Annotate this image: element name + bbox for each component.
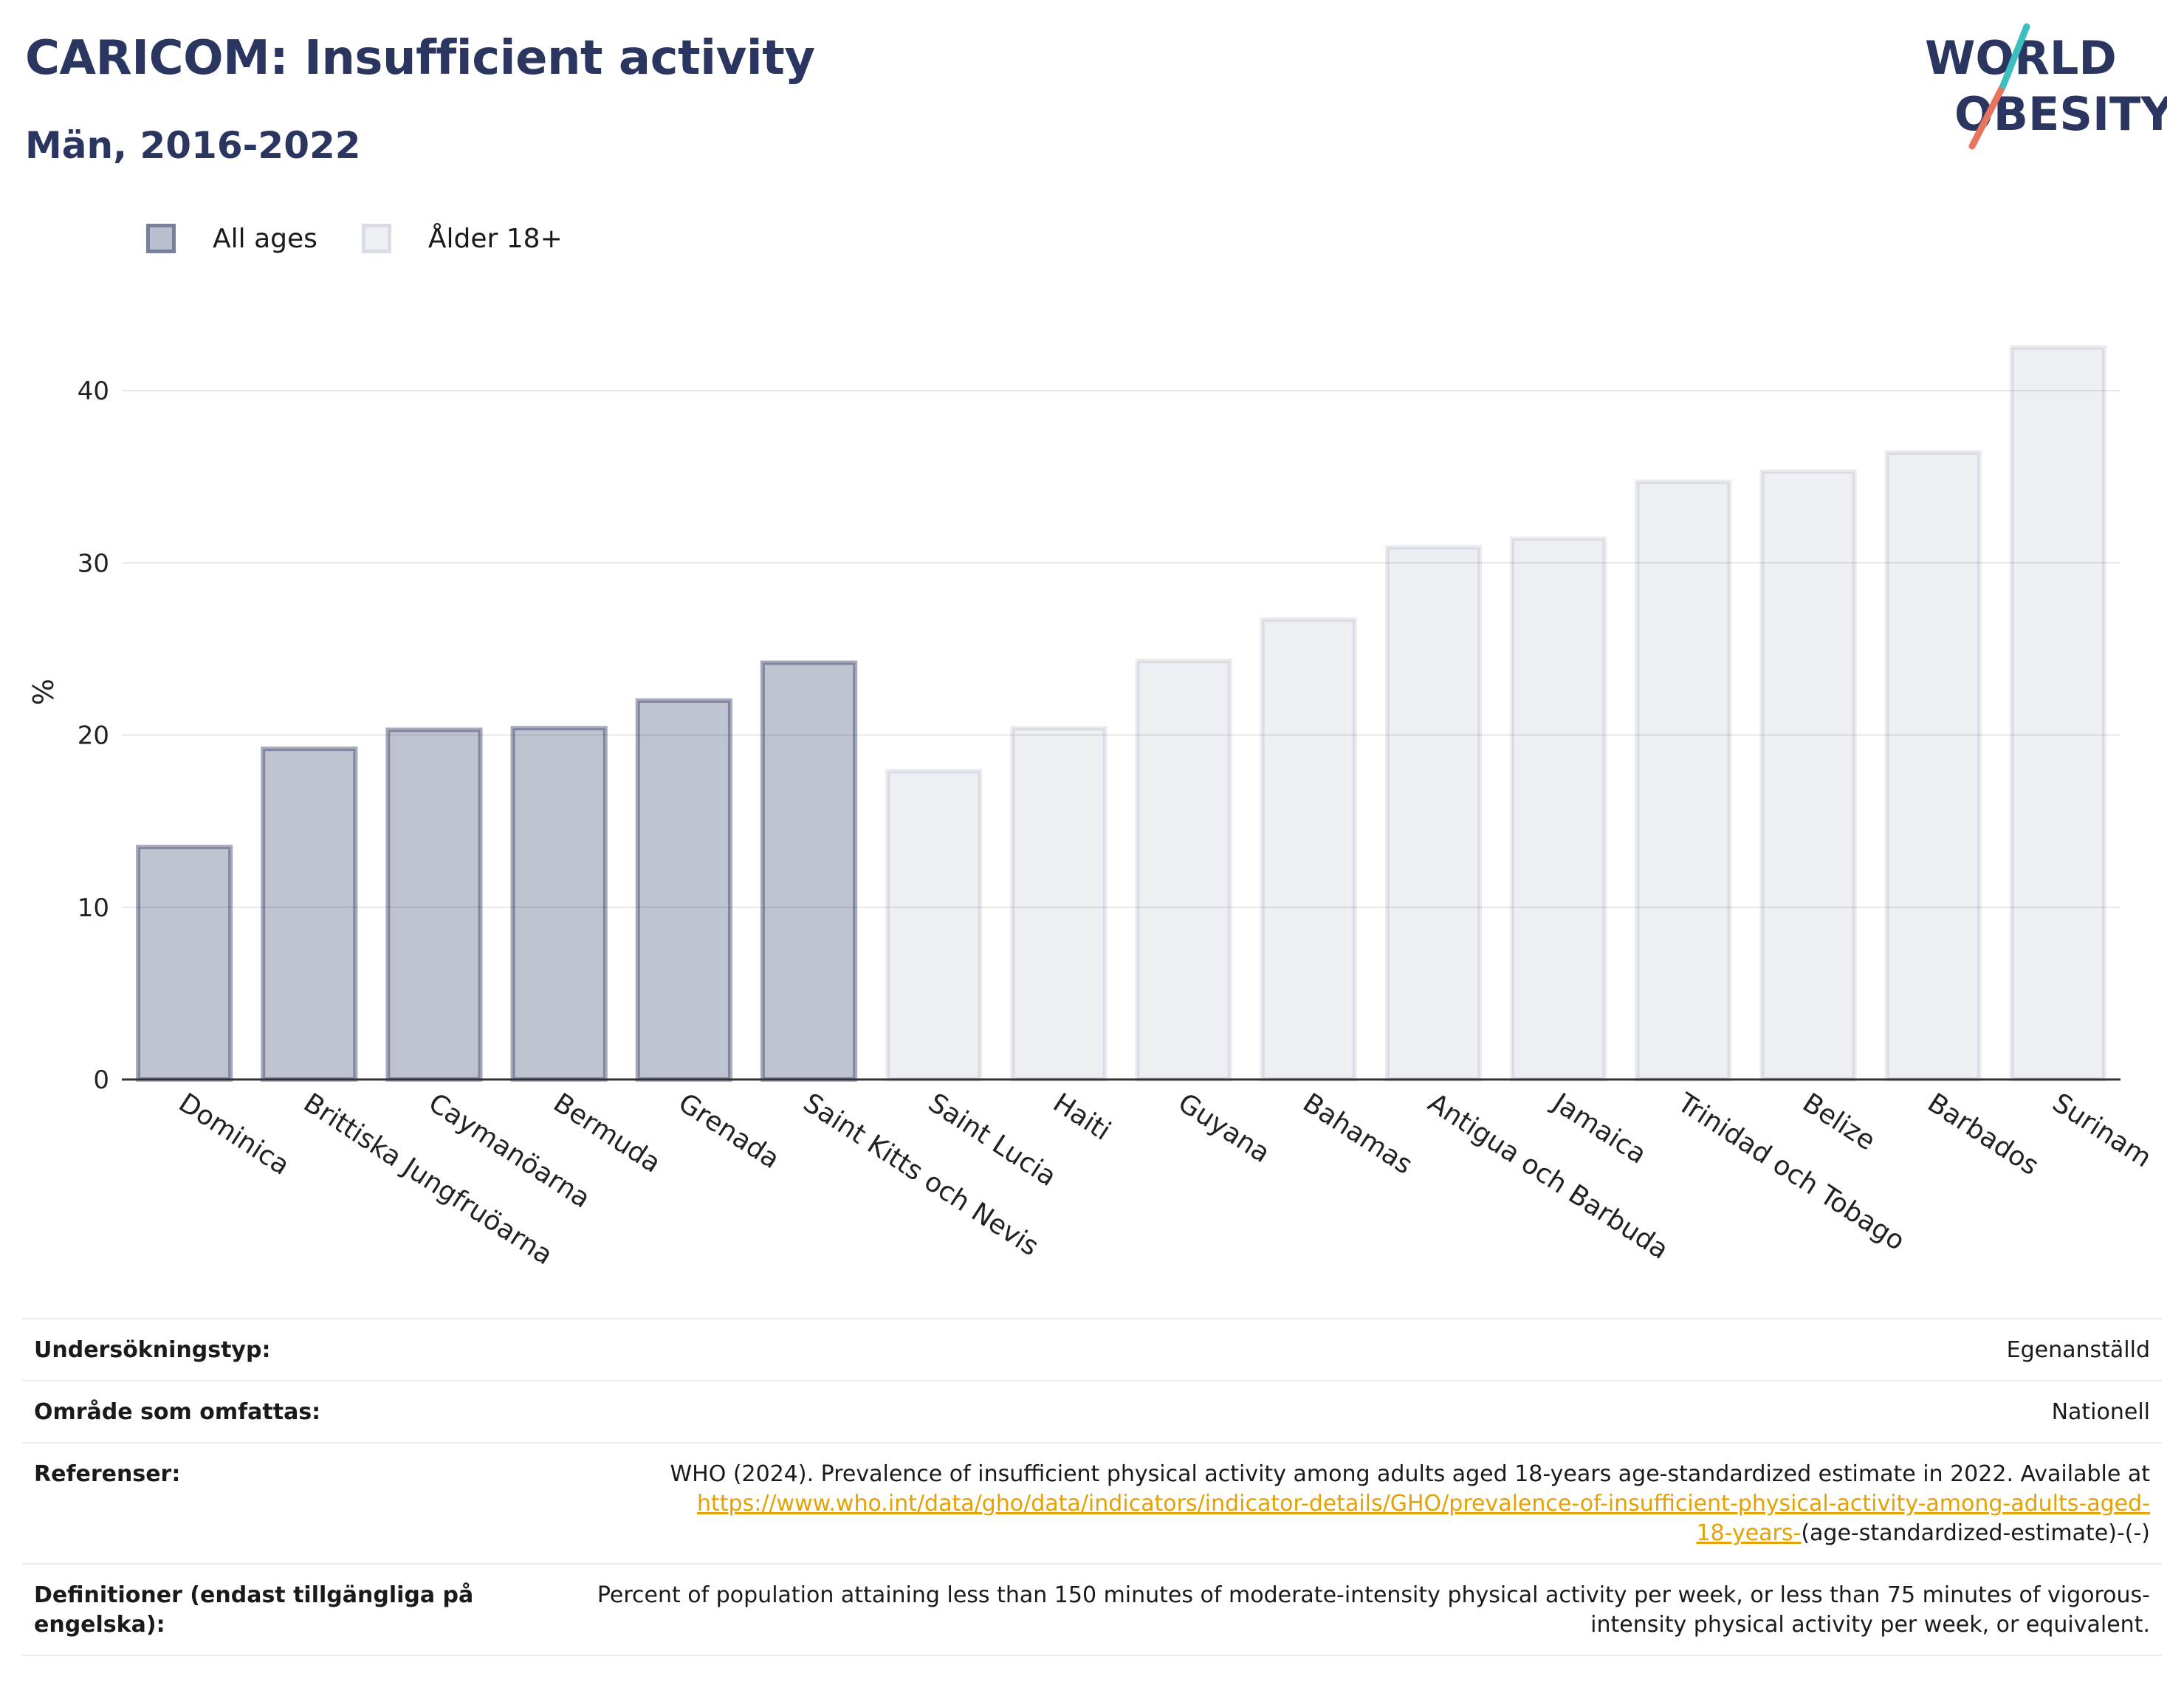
meta-value-definitions: Percent of population attaining less tha… xyxy=(597,1582,2150,1638)
y-tick-label: 20 xyxy=(78,721,109,751)
bar xyxy=(261,746,358,1082)
meta-label-area: Område som omfattas: xyxy=(34,1399,321,1425)
bar xyxy=(510,726,608,1082)
x-tick-label: Haiti xyxy=(1048,1088,1116,1147)
y-axis-label: % xyxy=(27,679,60,705)
x-tick-label: Grenada xyxy=(673,1088,784,1175)
meta-row-references: Referenser: WHO (2024). Prevalence of in… xyxy=(22,1442,2162,1563)
meta-value-references: WHO (2024). Prevalence of insufficient p… xyxy=(506,1460,2150,1548)
x-tick-label: Bahamas xyxy=(1297,1088,1418,1181)
bar xyxy=(135,845,233,1082)
bar xyxy=(1135,659,1232,1082)
meta-label-references: Referenser: xyxy=(34,1461,181,1487)
chart-subtitle: Män, 2016-2022 xyxy=(25,124,361,167)
legend-item-all-ages[interactable]: All ages xyxy=(146,224,317,254)
reference-link-part1: https://www.who.int/data/gho/data/indica… xyxy=(697,1491,2150,1517)
x-tick-label: Trinidad och Tobago xyxy=(1672,1088,1910,1257)
x-tick-label: Belize xyxy=(1797,1088,1881,1156)
x-tick-label: Jamaica xyxy=(1546,1087,1652,1170)
y-tick-label: 10 xyxy=(78,893,109,923)
bar xyxy=(2009,345,2107,1082)
meta-label-survey: Undersökningstyp: xyxy=(34,1337,271,1363)
legend: All ages Ålder 18+ xyxy=(146,220,607,257)
meta-row-survey: Undersökningstyp: Egenanställd xyxy=(22,1318,2162,1380)
x-tick-label: Bermuda xyxy=(548,1088,666,1179)
meta-value-survey: Egenanställd xyxy=(2006,1337,2150,1363)
reference-tail: (age-standardized-estimate)-(-) xyxy=(1801,1520,2150,1546)
x-tick-label: Saint Kitts och Nevis xyxy=(798,1088,1044,1262)
x-tick-label: Guyana xyxy=(1172,1088,1275,1169)
bar xyxy=(1260,617,1357,1082)
logo-slash-upper xyxy=(1999,23,2030,89)
x-tick-label: Surinam xyxy=(2047,1088,2157,1173)
bar xyxy=(1635,479,1732,1082)
x-tick-label: Barbados xyxy=(1922,1088,2044,1181)
x-tick-label: Dominica xyxy=(174,1088,295,1181)
logo-slash-lower xyxy=(1968,82,2007,150)
bar xyxy=(1884,450,1982,1082)
legend-item-adults[interactable]: Ålder 18+ xyxy=(361,223,563,254)
meta-row-area: Område som omfattas: Nationell xyxy=(22,1380,2162,1442)
y-tick-label: 0 xyxy=(93,1065,109,1095)
bar xyxy=(885,769,983,1082)
meta-label-definitions: Definitioner (endast tillgängliga på eng… xyxy=(34,1582,474,1638)
bar xyxy=(1759,469,1857,1082)
bar xyxy=(1510,536,1607,1082)
legend-label-adults: Ålder 18+ xyxy=(427,223,563,254)
chart-title: CARICOM: Insufficient activity xyxy=(25,31,815,86)
meta-row-definitions: Definitioner (endast tillgängliga på eng… xyxy=(22,1563,2162,1656)
y-tick-label: 30 xyxy=(78,549,109,578)
x-tick-label: Antigua och Barbuda xyxy=(1423,1088,1674,1266)
legend-swatch-adults xyxy=(361,224,391,253)
y-tick-label: 40 xyxy=(78,377,109,406)
bar xyxy=(760,660,858,1082)
bar xyxy=(1010,726,1108,1082)
bar xyxy=(385,727,483,1082)
reference-link-part2: 18-years- xyxy=(1696,1520,1802,1546)
metadata-table: Undersökningstyp: Egenanställd Område so… xyxy=(22,1318,2162,1656)
reference-link[interactable]: https://www.who.int/data/gho/data/indica… xyxy=(697,1491,2150,1546)
legend-swatch-all-ages xyxy=(146,224,176,253)
world-obesity-logo: WORLD OBESITY xyxy=(1925,23,2167,150)
reference-text: WHO (2024). Prevalence of insufficient p… xyxy=(670,1461,2150,1487)
bar xyxy=(635,698,732,1082)
legend-label-all-ages: All ages xyxy=(213,223,317,254)
bar xyxy=(1384,545,1483,1082)
meta-value-area: Nationell xyxy=(2051,1399,2150,1425)
